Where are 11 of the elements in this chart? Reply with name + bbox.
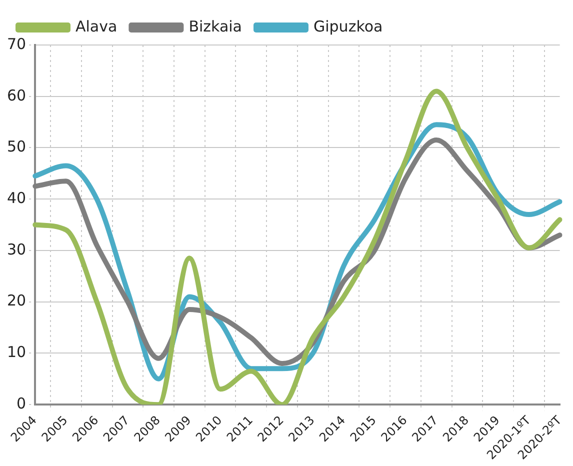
y-tick-label: 70 — [6, 34, 26, 53]
y-tick-label: 60 — [6, 86, 26, 104]
legend-label: Bizkaia — [188, 17, 242, 36]
legend-label: Alava — [76, 17, 118, 36]
legend-label: Gipuzkoa — [313, 17, 383, 36]
y-tick-label: 0 — [16, 394, 26, 412]
y-tick-label: 10 — [6, 343, 26, 362]
y-tick-label: 20 — [6, 292, 26, 310]
y-tick-label: 30 — [6, 240, 26, 258]
y-tick-label: 40 — [6, 188, 26, 207]
y-tick-label: 50 — [6, 138, 26, 156]
